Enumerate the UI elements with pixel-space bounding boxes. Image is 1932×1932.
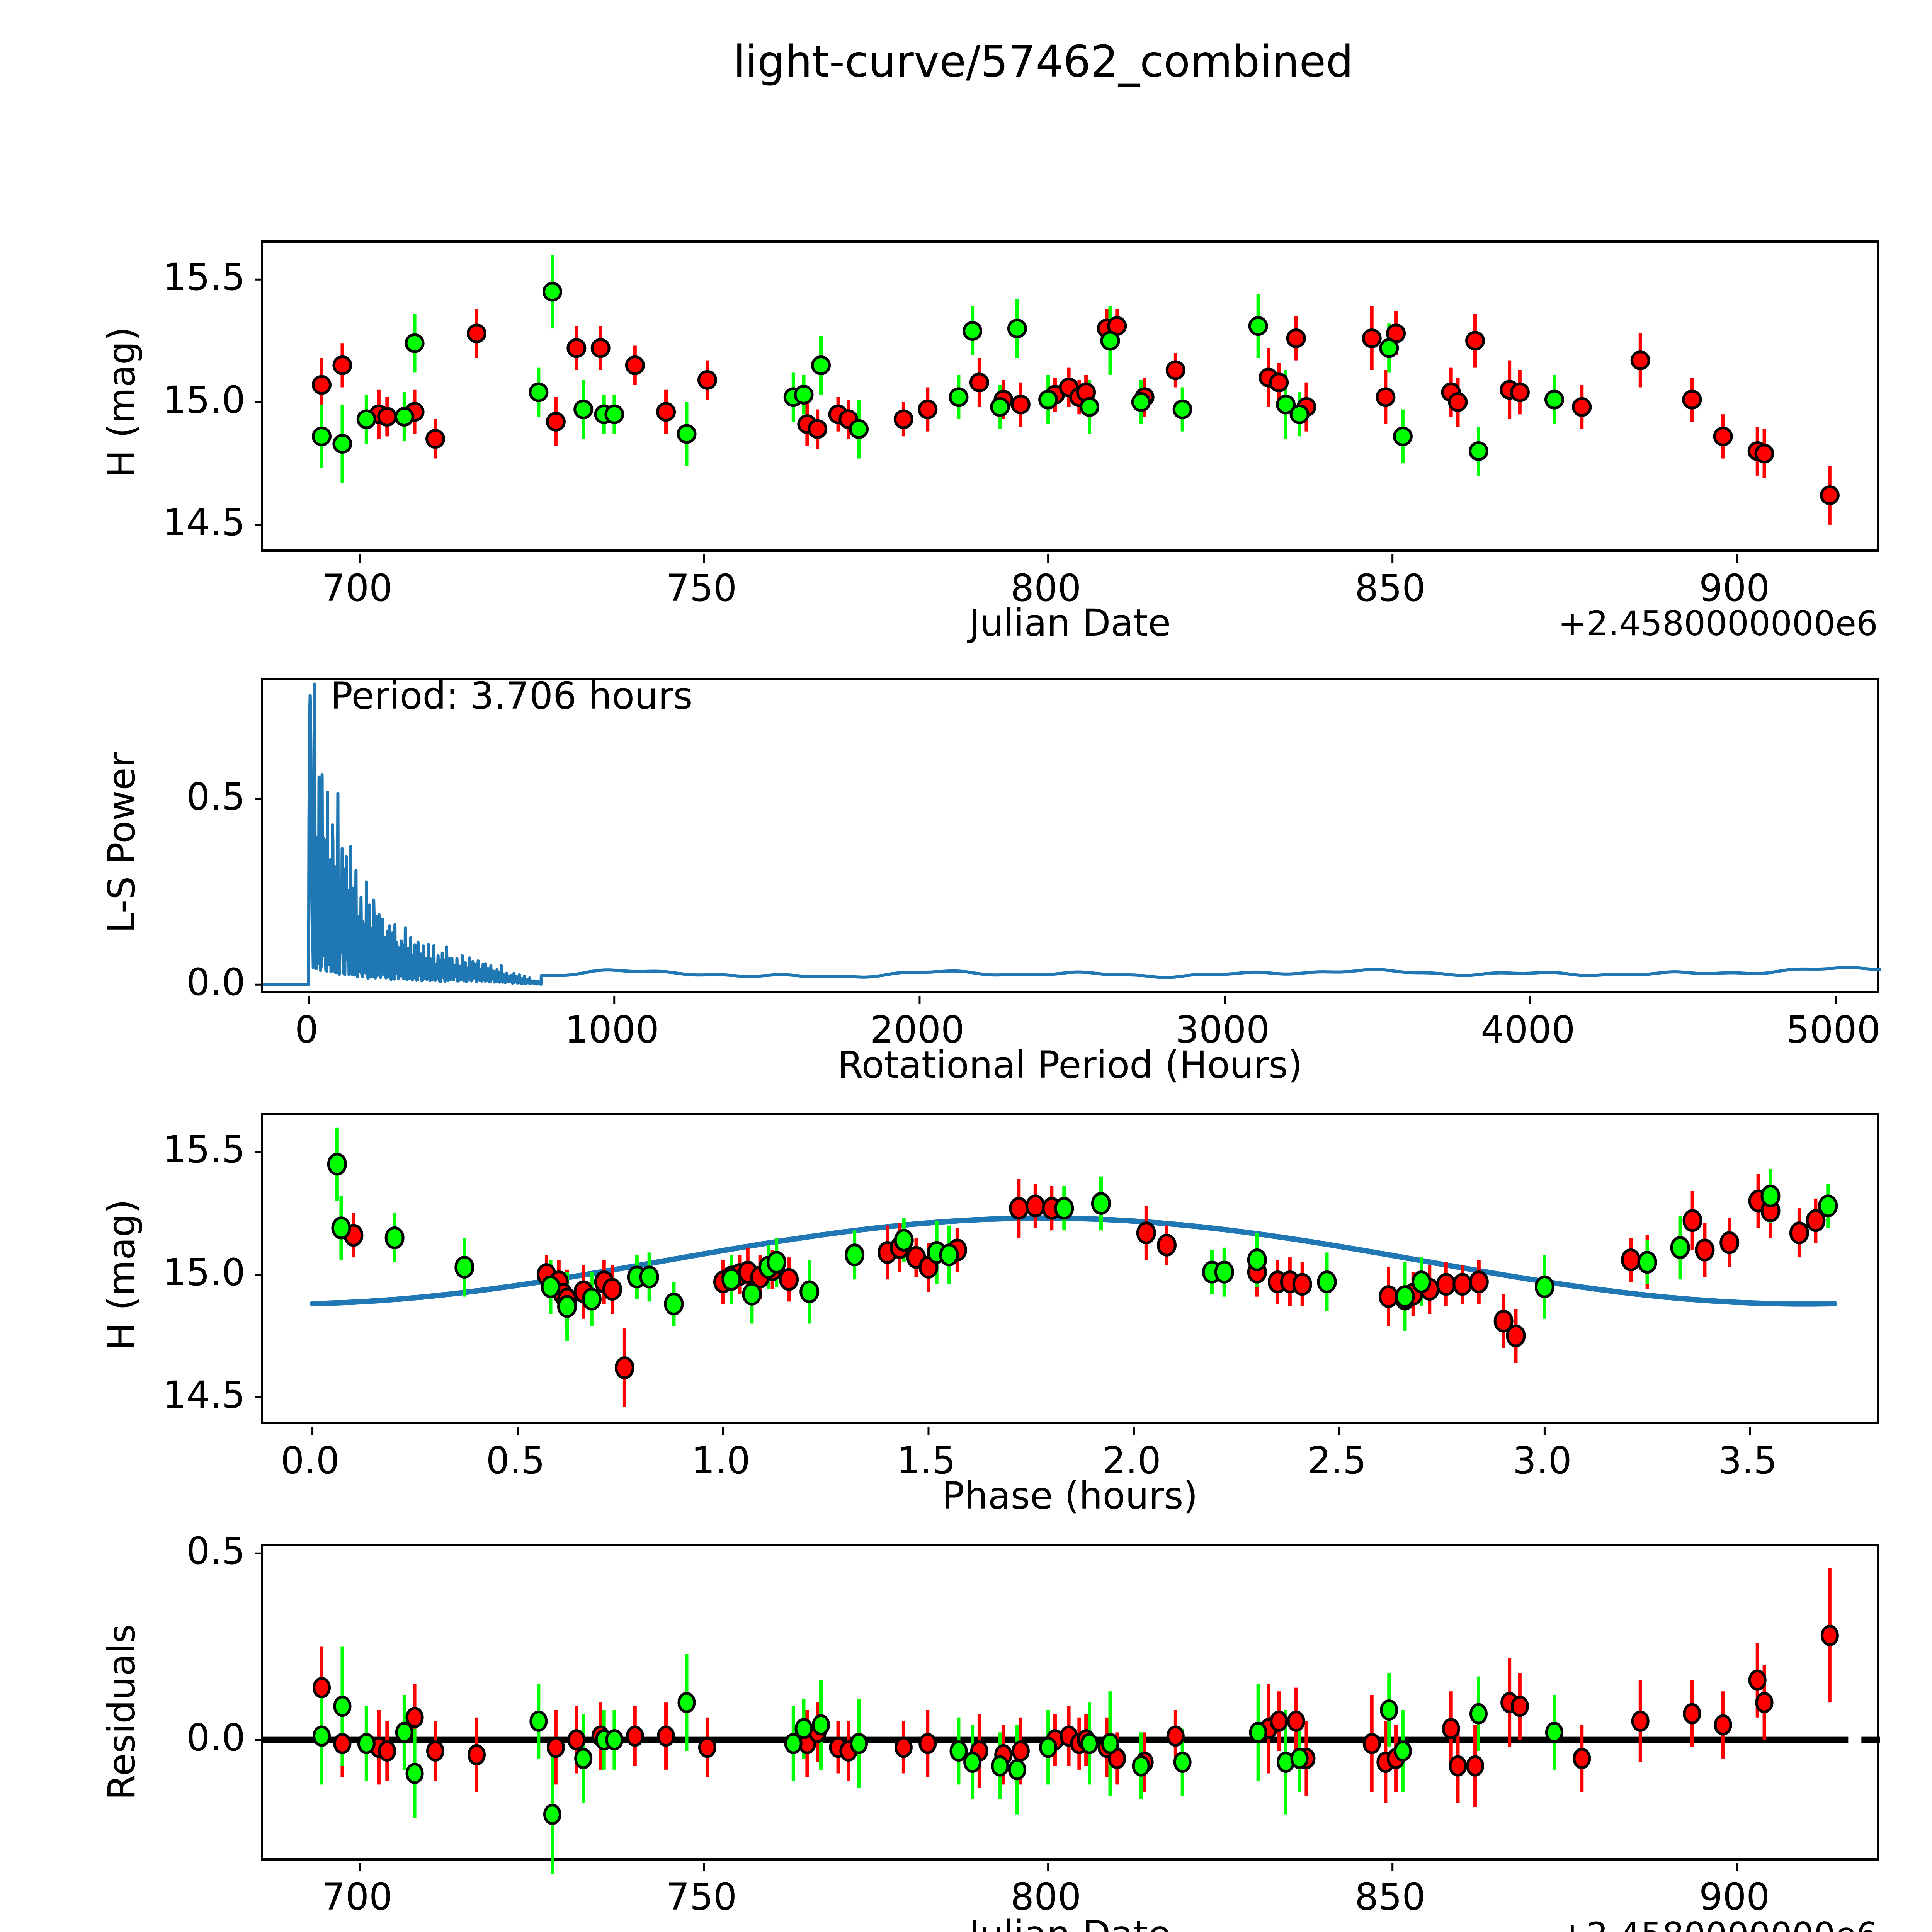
phasefold-markers-green: [327, 1153, 1838, 1318]
phasefold-fit-curve: [310, 1215, 1837, 1307]
phasefold-xtick-label: 0.0: [281, 1439, 340, 1482]
lightcurve-xtick-label: 700: [321, 566, 393, 610]
lightcurve-xtick-label: 850: [1355, 566, 1426, 610]
lightcurve-plot-area: [255, 255, 1840, 563]
periodogram-xtick-label: 0: [294, 1008, 319, 1051]
lightcurve-markers-red: [311, 316, 1840, 505]
phasefold-plot-area: [255, 1127, 1838, 1435]
lightcurve-errorbars-green: [320, 255, 1556, 483]
phasefold-xtick-label: 0.5: [486, 1439, 545, 1482]
periodogram-xtick-label: 3000: [1175, 1008, 1270, 1051]
lightcurve-markers-green: [311, 282, 1564, 461]
periodogram-xlabel: Rotational Period (Hours): [837, 1043, 1303, 1087]
lightcurve-ytick-label: 15.0: [163, 378, 245, 422]
lightcurve-errorbars-red: [320, 306, 1832, 525]
lightcurve-ytick-label: 15.5: [163, 255, 245, 299]
residuals-ylabel: Residuals: [100, 1624, 143, 1800]
lightcurve-x-offset: +2.4580000000e6: [1558, 604, 1878, 643]
residuals-plot-area: [255, 1552, 1881, 1874]
periodogram-ylabel: L-S Power: [100, 752, 143, 934]
phasefold-ytick-label: 15.5: [163, 1128, 245, 1172]
residuals-xtick-label: 750: [666, 1875, 737, 1918]
periodogram-ytick-label: 0.5: [186, 775, 245, 819]
phasefold-ytick-label: 14.5: [163, 1373, 245, 1417]
periodogram-xtick-label: 5000: [1786, 1008, 1881, 1051]
residuals-errorbars-green: [320, 1646, 1556, 1874]
lightcurve-xtick-label: 750: [666, 566, 737, 610]
residuals-xtick-label: 700: [321, 1875, 393, 1918]
residuals-xtick-label: 900: [1699, 1875, 1770, 1918]
periodogram-ytick-label: 0.0: [186, 961, 245, 1004]
residuals-xtick-label: 850: [1355, 1875, 1426, 1918]
periodogram-xtick-label: 4000: [1481, 1008, 1575, 1051]
residuals-markers-green: [312, 1692, 1563, 1825]
panel-periodogram: [255, 678, 1883, 1004]
period-annotation: Period: 3.706 hours: [330, 674, 693, 718]
residuals-markers-red: [312, 1625, 1839, 1777]
panel-phasefold: [255, 1113, 1879, 1435]
phasefold-xtick-label: 1.0: [691, 1439, 750, 1482]
periodogram-xtick-label: 1000: [565, 1008, 659, 1051]
phasefold-xtick-label: 3.0: [1513, 1439, 1572, 1482]
phasefold-xlabel: Phase (hours): [942, 1474, 1198, 1517]
lightcurve-xtick-label: 900: [1699, 566, 1770, 610]
residuals-ytick-label: 0.5: [186, 1529, 245, 1573]
lightcurve-xlabel: Julian Date: [969, 601, 1171, 645]
residuals-x-offset: +2.4580000000e6: [1182, 1915, 1878, 1932]
periodogram-plot-area: [255, 682, 1883, 1004]
lightcurve-ytick-label: 14.5: [163, 500, 245, 544]
figure-title: light-curve/57462_combined: [733, 37, 1354, 87]
residuals-errorbars-red: [320, 1568, 1832, 1807]
periodogram-xtick-label: 2000: [870, 1008, 965, 1051]
residuals-ytick-label: 0.0: [186, 1716, 245, 1759]
phasefold-xtick-label: 1.5: [896, 1439, 956, 1482]
phasefold-ytick-label: 15.0: [163, 1250, 245, 1294]
residuals-xlabel: Julian Date: [761, 1913, 1379, 1932]
phasefold-xtick-label: 2.0: [1102, 1439, 1161, 1482]
panel-lightcurve: [255, 240, 1879, 563]
phasefold-xtick-label: 2.5: [1307, 1439, 1367, 1482]
phasefold-xtick-label: 3.5: [1718, 1439, 1777, 1482]
lightcurve-xtick-label: 800: [1010, 566, 1082, 610]
residuals-xtick-label: 800: [1010, 1875, 1082, 1918]
panel-residuals: [255, 1544, 1881, 1874]
